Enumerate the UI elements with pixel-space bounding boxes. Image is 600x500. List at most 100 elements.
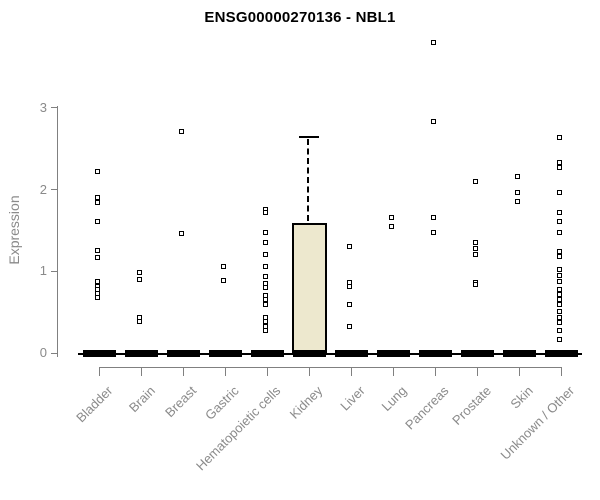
y-axis-tick: [51, 270, 57, 272]
data-point: [515, 174, 520, 180]
data-point: [347, 324, 352, 330]
x-axis-tick: [98, 367, 100, 376]
data-point: [557, 328, 562, 334]
data-point: [557, 337, 562, 343]
upper-whisker-cap: [299, 136, 319, 139]
data-point: [137, 269, 142, 275]
data-point: [431, 40, 436, 46]
x-tick-label: Breast: [162, 383, 200, 421]
data-point: [263, 263, 268, 269]
data-point: [557, 302, 562, 308]
data-point: [557, 210, 562, 216]
zero-box: [250, 350, 284, 357]
data-point: [179, 231, 184, 237]
data-point: [557, 267, 562, 273]
data-point: [347, 284, 352, 290]
zero-box: [208, 350, 242, 357]
data-point: [557, 219, 562, 224]
y-tick-label: 1: [39, 263, 47, 279]
data-point: [347, 244, 352, 250]
data-point: [95, 247, 100, 253]
data-point: [431, 214, 436, 220]
data-point: [95, 194, 100, 200]
data-point: [473, 245, 478, 251]
x-axis-tick: [392, 367, 394, 376]
data-point: [389, 223, 394, 229]
data-point: [263, 210, 268, 216]
data-point: [431, 119, 436, 125]
data-point: [473, 281, 478, 287]
box: [291, 223, 327, 353]
chart-title: ENSG00000270136 - NBL1: [204, 9, 396, 26]
data-point: [557, 229, 562, 235]
data-point: [221, 277, 226, 283]
data-point: [473, 240, 478, 246]
x-axis-tick: [182, 367, 184, 376]
data-point: [95, 169, 100, 175]
data-point: [263, 230, 268, 236]
data-point: [137, 314, 142, 320]
x-axis-tick: [266, 367, 268, 376]
data-point: [557, 296, 562, 302]
data-point: [263, 296, 268, 302]
data-point: [473, 178, 478, 184]
data-point: [179, 129, 184, 135]
data-point: [389, 214, 394, 220]
data-point: [473, 251, 478, 257]
x-axis-line: [99, 367, 561, 368]
x-axis-tick: [476, 367, 478, 376]
x-axis-tick: [560, 367, 562, 376]
data-point: [557, 134, 562, 140]
y-tick-label: 3: [39, 99, 47, 115]
y-axis-tick: [51, 352, 57, 354]
data-point: [263, 302, 268, 308]
x-axis-tick: [308, 367, 310, 376]
x-tick-label: Gastric: [201, 383, 242, 423]
y-axis-tick: [51, 107, 57, 109]
x-tick-label: Lung: [378, 383, 410, 415]
data-point: [137, 276, 142, 282]
data-point: [557, 165, 562, 171]
x-tick-label: Skin: [507, 383, 536, 412]
data-point: [263, 252, 268, 258]
x-tick-label: Bladder: [73, 383, 116, 426]
zero-box: [460, 350, 494, 357]
data-point: [557, 254, 562, 260]
data-point: [557, 308, 562, 314]
x-axis-tick: [224, 367, 226, 376]
x-tick-label: Liver: [337, 383, 368, 414]
zero-box: [334, 350, 368, 357]
x-tick-label: Pancreas: [402, 383, 452, 433]
x-tick-label: Brain: [125, 383, 158, 416]
data-point: [95, 294, 100, 300]
data-point: [557, 249, 562, 255]
data-point: [137, 319, 142, 325]
x-axis-tick: [350, 367, 352, 376]
x-tick-label: Prostate: [448, 383, 494, 428]
zero-box: [166, 350, 200, 357]
zero-box: [82, 350, 116, 357]
x-tick-label: Kidney: [286, 383, 326, 422]
zero-box: [418, 350, 452, 357]
data-point: [557, 189, 562, 195]
y-tick-label: 0: [39, 345, 47, 360]
data-point: [557, 291, 562, 297]
data-point: [431, 229, 436, 235]
upper-whisker: [307, 139, 309, 222]
data-point: [95, 200, 100, 206]
data-point: [557, 272, 562, 278]
x-axis-tick: [518, 367, 520, 376]
data-point: [557, 315, 562, 321]
zero-box: [376, 350, 410, 357]
data-point: [557, 286, 562, 292]
data-point: [557, 279, 562, 285]
x-axis-tick: [434, 367, 436, 376]
data-point: [515, 199, 520, 205]
y-axis-line: [57, 106, 58, 357]
y-tick-label: 2: [39, 181, 47, 197]
y-axis-tick: [51, 189, 57, 191]
data-point: [95, 219, 100, 224]
data-point: [557, 160, 562, 166]
data-point: [263, 240, 268, 246]
